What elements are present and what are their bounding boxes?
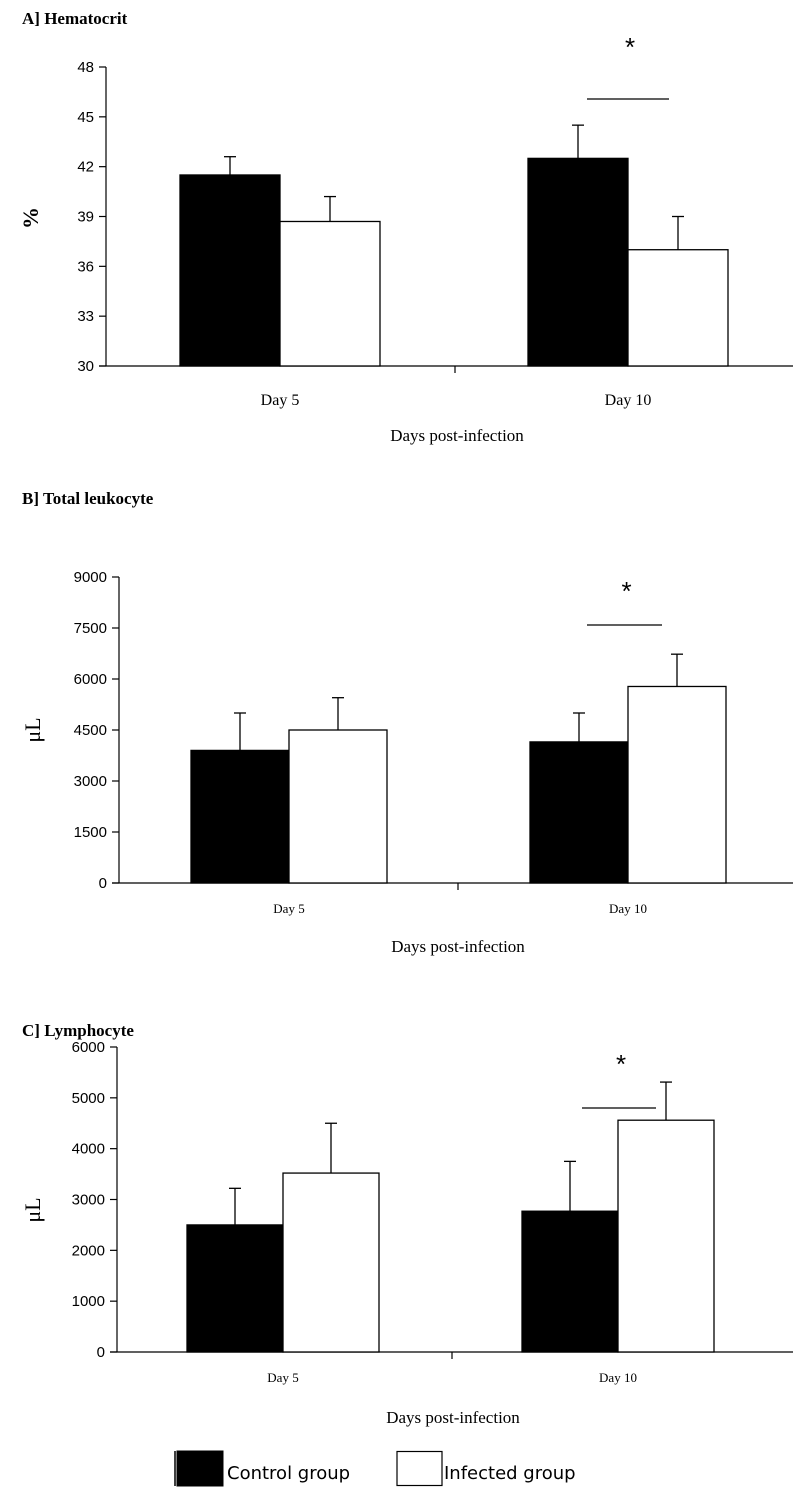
y-tick-label: 1000 bbox=[72, 1293, 105, 1310]
legend-label-infected: Infected group bbox=[444, 1463, 576, 1484]
y-tick-label: 3000 bbox=[72, 1192, 105, 1209]
y-tick-label: 0 bbox=[97, 1344, 105, 1361]
bar bbox=[521, 1210, 619, 1353]
y-tick-label: 39 bbox=[77, 209, 94, 226]
panel-title: A] Hematocrit bbox=[22, 9, 128, 28]
bar bbox=[179, 174, 281, 367]
x-axis-label: Days post-infection bbox=[391, 937, 525, 956]
legend-swatch-infected bbox=[396, 1450, 443, 1487]
x-axis-label: Days post-infection bbox=[386, 1408, 520, 1427]
y-tick-label: 1500 bbox=[74, 824, 107, 841]
panel-total-leukocyte: B] Total leukocyte μL Days post-infectio… bbox=[20, 489, 793, 956]
bar bbox=[190, 749, 290, 884]
y-tick-label: 2000 bbox=[72, 1242, 105, 1259]
significance-star: * bbox=[625, 32, 635, 62]
bar bbox=[282, 1172, 380, 1353]
bar bbox=[627, 685, 727, 884]
bar bbox=[529, 741, 629, 884]
x-tick-label: Day 10 bbox=[609, 901, 647, 916]
y-tick-label: 33 bbox=[77, 308, 94, 325]
y-tick-label: 45 bbox=[77, 109, 94, 126]
y-tick-label: 4500 bbox=[74, 722, 107, 739]
y-tick-label: 7500 bbox=[74, 620, 107, 637]
bar bbox=[288, 729, 388, 884]
panel-lymphocyte: C] Lymphocyte μL Days post-infection 0 10… bbox=[20, 1021, 793, 1427]
legend-label-control: Control group bbox=[227, 1463, 350, 1484]
y-tick-label: 36 bbox=[77, 258, 94, 275]
y-tick-label: 5000 bbox=[72, 1090, 105, 1107]
x-tick-label: Day 5 bbox=[267, 1370, 298, 1385]
y-axis-label: μL bbox=[20, 1197, 45, 1222]
bar bbox=[527, 157, 629, 367]
x-axis-label: Days post-infection bbox=[390, 426, 524, 445]
significance-star: * bbox=[621, 576, 631, 606]
y-tick-label: 0 bbox=[99, 875, 107, 892]
y-tick-label: 42 bbox=[77, 159, 94, 176]
legend-swatch-control bbox=[176, 1450, 224, 1487]
y-tick-label: 4000 bbox=[72, 1141, 105, 1158]
panel-hematocrit: A] Hematocrit % Days post-infection 30 33… bbox=[18, 9, 793, 445]
y-tick-label: 3000 bbox=[74, 773, 107, 790]
y-axis-label: % bbox=[18, 207, 43, 229]
x-tick-label: Day 10 bbox=[605, 392, 652, 409]
significance-star: * bbox=[616, 1049, 626, 1079]
y-tick-label: 6000 bbox=[74, 671, 107, 688]
panel-title: C] Lymphocyte bbox=[22, 1021, 134, 1040]
panel-title: B] Total leukocyte bbox=[22, 489, 154, 508]
bar bbox=[627, 249, 729, 367]
bar bbox=[279, 220, 381, 367]
x-tick-label: Day 5 bbox=[261, 392, 300, 409]
legend: Control group Infected group bbox=[174, 1450, 576, 1487]
y-tick-label: 6000 bbox=[72, 1039, 105, 1056]
y-tick-label: 48 bbox=[77, 59, 94, 76]
y-axis-label: μL bbox=[20, 717, 45, 742]
x-tick-label: Day 10 bbox=[599, 1370, 637, 1385]
bar bbox=[186, 1224, 284, 1353]
bar bbox=[617, 1119, 715, 1353]
y-tick-label: 30 bbox=[77, 358, 94, 375]
x-tick-label: Day 5 bbox=[273, 901, 304, 916]
y-tick-label: 9000 bbox=[74, 569, 107, 586]
